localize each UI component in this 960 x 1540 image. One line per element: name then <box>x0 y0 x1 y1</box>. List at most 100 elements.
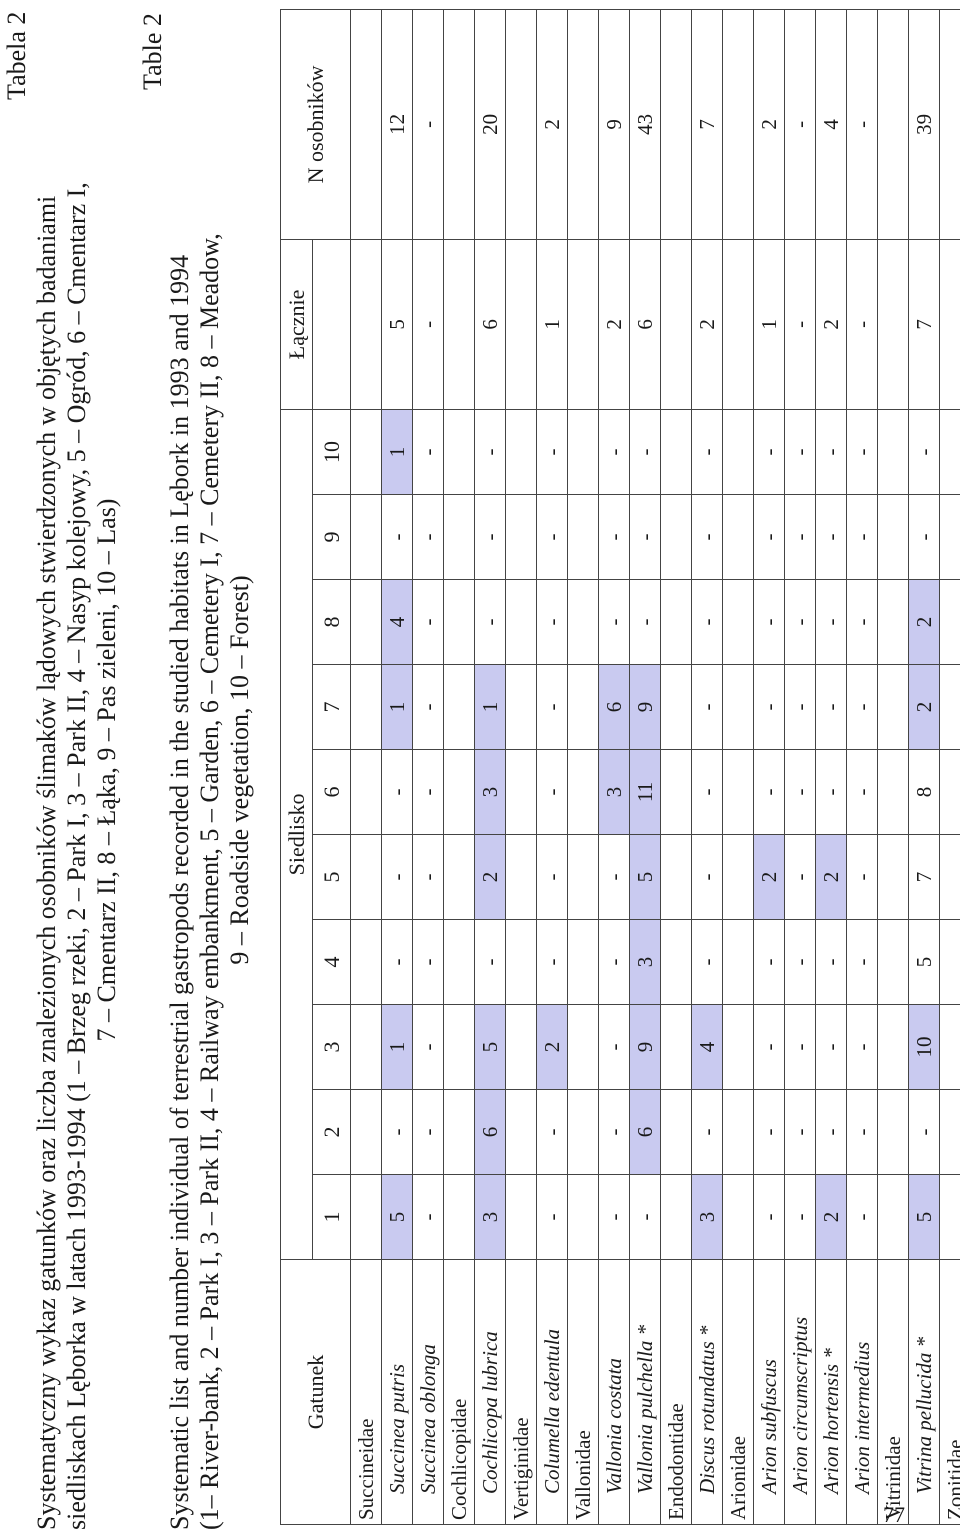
habitat-8-count: - <box>753 579 785 665</box>
habitat-2-count: - <box>753 1089 785 1175</box>
empty-cell <box>660 664 692 750</box>
habitat-3-count: 2 <box>536 1004 568 1090</box>
empty-cell <box>505 9 537 240</box>
habitat-3-count: - <box>598 1004 630 1090</box>
header-n: N osobników <box>280 9 351 240</box>
page-number: 77 <box>883 1502 905 1527</box>
habitat-4-count: - <box>536 919 568 1005</box>
empty-cell <box>660 579 692 665</box>
empty-cell <box>505 919 537 1005</box>
habitat-6-count: - <box>784 749 816 835</box>
habitat-8-count: - <box>691 579 723 665</box>
empty-cell <box>877 9 909 240</box>
n-individuals-cell: 39 <box>908 9 940 240</box>
empty-cell <box>443 1004 475 1090</box>
empty-cell <box>939 834 960 920</box>
family-row: Succineidae <box>350 9 382 1525</box>
species-name: Columella edentula <box>536 1259 568 1525</box>
empty-cell <box>877 579 909 665</box>
caption-pl-line-2: siedliskach Lęborka w latach 1993-1994 (… <box>62 182 91 1530</box>
habitat-2-count: 6 <box>629 1089 661 1175</box>
habitat-1-count: 5 <box>908 1174 940 1260</box>
n-individuals-cell: 2 <box>753 9 785 240</box>
habitat-9-count: - <box>598 494 630 580</box>
habitat-4-count: - <box>815 919 847 1005</box>
empty-cell <box>350 1174 382 1260</box>
habitat-2-count: - <box>815 1089 847 1175</box>
empty-cell <box>567 664 599 750</box>
empty-cell <box>939 664 960 750</box>
habitat-7-count: 6 <box>598 664 630 750</box>
empty-cell <box>350 749 382 835</box>
empty-cell <box>660 9 692 240</box>
empty-cell <box>567 579 599 665</box>
habitat-9-count: - <box>629 494 661 580</box>
habitat-9-count: - <box>815 494 847 580</box>
header-habitat-6: 6 <box>312 749 351 835</box>
habitat-8-count: - <box>474 579 506 665</box>
habitat-6-count: - <box>753 749 785 835</box>
empty-cell <box>443 664 475 750</box>
empty-cell <box>443 1174 475 1260</box>
empty-cell <box>660 494 692 580</box>
empty-cell <box>350 1089 382 1175</box>
habitat-5-count: 5 <box>629 834 661 920</box>
habitat-10-count: - <box>908 409 940 495</box>
empty-cell <box>505 239 537 410</box>
habitat-6-count: 3 <box>474 749 506 835</box>
empty-cell <box>443 834 475 920</box>
habitat-5-count: - <box>598 834 630 920</box>
habitat-4-count: - <box>381 919 413 1005</box>
empty-cell <box>877 239 909 410</box>
habitat-6-count: 11 <box>629 749 661 835</box>
empty-cell <box>722 1004 754 1090</box>
species-row: Discus rotundatus * 3-4- - - - - - -2 7 <box>691 9 723 1525</box>
empty-cell <box>660 239 692 410</box>
habitat-9-count: - <box>753 494 785 580</box>
family-name: Succineidae <box>350 1259 382 1525</box>
habitat-1-count: 2 <box>815 1174 847 1260</box>
family-row: Vertiginidae <box>505 9 537 1525</box>
empty-cell <box>567 409 599 495</box>
empty-cell <box>350 1004 382 1090</box>
caption-pl-line-3: 7 – Cmentarz II, 8 – Łąka, 9 – Pas ziele… <box>92 498 121 1042</box>
empty-cell <box>939 1004 960 1090</box>
empty-cell <box>443 919 475 1005</box>
species-name: Arion circumscriptus <box>784 1259 816 1525</box>
habitat-2-count: - <box>784 1089 816 1175</box>
habitat-5-count: - <box>846 834 878 920</box>
habitat-10-count: - <box>474 409 506 495</box>
habitat-5-count: 7 <box>908 834 940 920</box>
habitat-8-count: - <box>815 579 847 665</box>
empty-cell <box>722 409 754 495</box>
family-name: Vallonidae <box>567 1259 599 1525</box>
habitat-8-count: 2 <box>908 579 940 665</box>
empty-cell <box>939 579 960 665</box>
empty-cell <box>939 1174 960 1260</box>
empty-cell <box>722 494 754 580</box>
habitat-9-count: - <box>846 494 878 580</box>
empty-cell <box>350 409 382 495</box>
habitat-1-count: - <box>412 1174 444 1260</box>
total-cell: 6 <box>629 239 661 410</box>
habitat-10-count: - <box>784 409 816 495</box>
habitat-8-count: - <box>412 579 444 665</box>
species-row: Arion hortensis * 2- - -2- - - - -2 4 <box>815 9 847 1525</box>
species-row: Arion circumscriptus - - - - - - - - - - - - <box>784 9 816 1525</box>
empty-cell <box>567 919 599 1005</box>
habitat-7-count: 1 <box>381 664 413 750</box>
empty-cell <box>877 1174 909 1260</box>
total-cell: 1 <box>753 239 785 410</box>
empty-cell <box>722 919 754 1005</box>
empty-cell <box>877 1004 909 1090</box>
habitat-10-count: - <box>598 409 630 495</box>
habitat-7-count: 2 <box>908 664 940 750</box>
n-individuals-cell: 20 <box>474 9 506 240</box>
empty-cell <box>660 1004 692 1090</box>
total-cell: 1 <box>536 239 568 410</box>
habitat-9-count: - <box>908 494 940 580</box>
habitat-3-count: - <box>815 1004 847 1090</box>
empty-cell <box>877 494 909 580</box>
habitat-6-count: - <box>536 749 568 835</box>
habitat-5-count: - <box>784 834 816 920</box>
